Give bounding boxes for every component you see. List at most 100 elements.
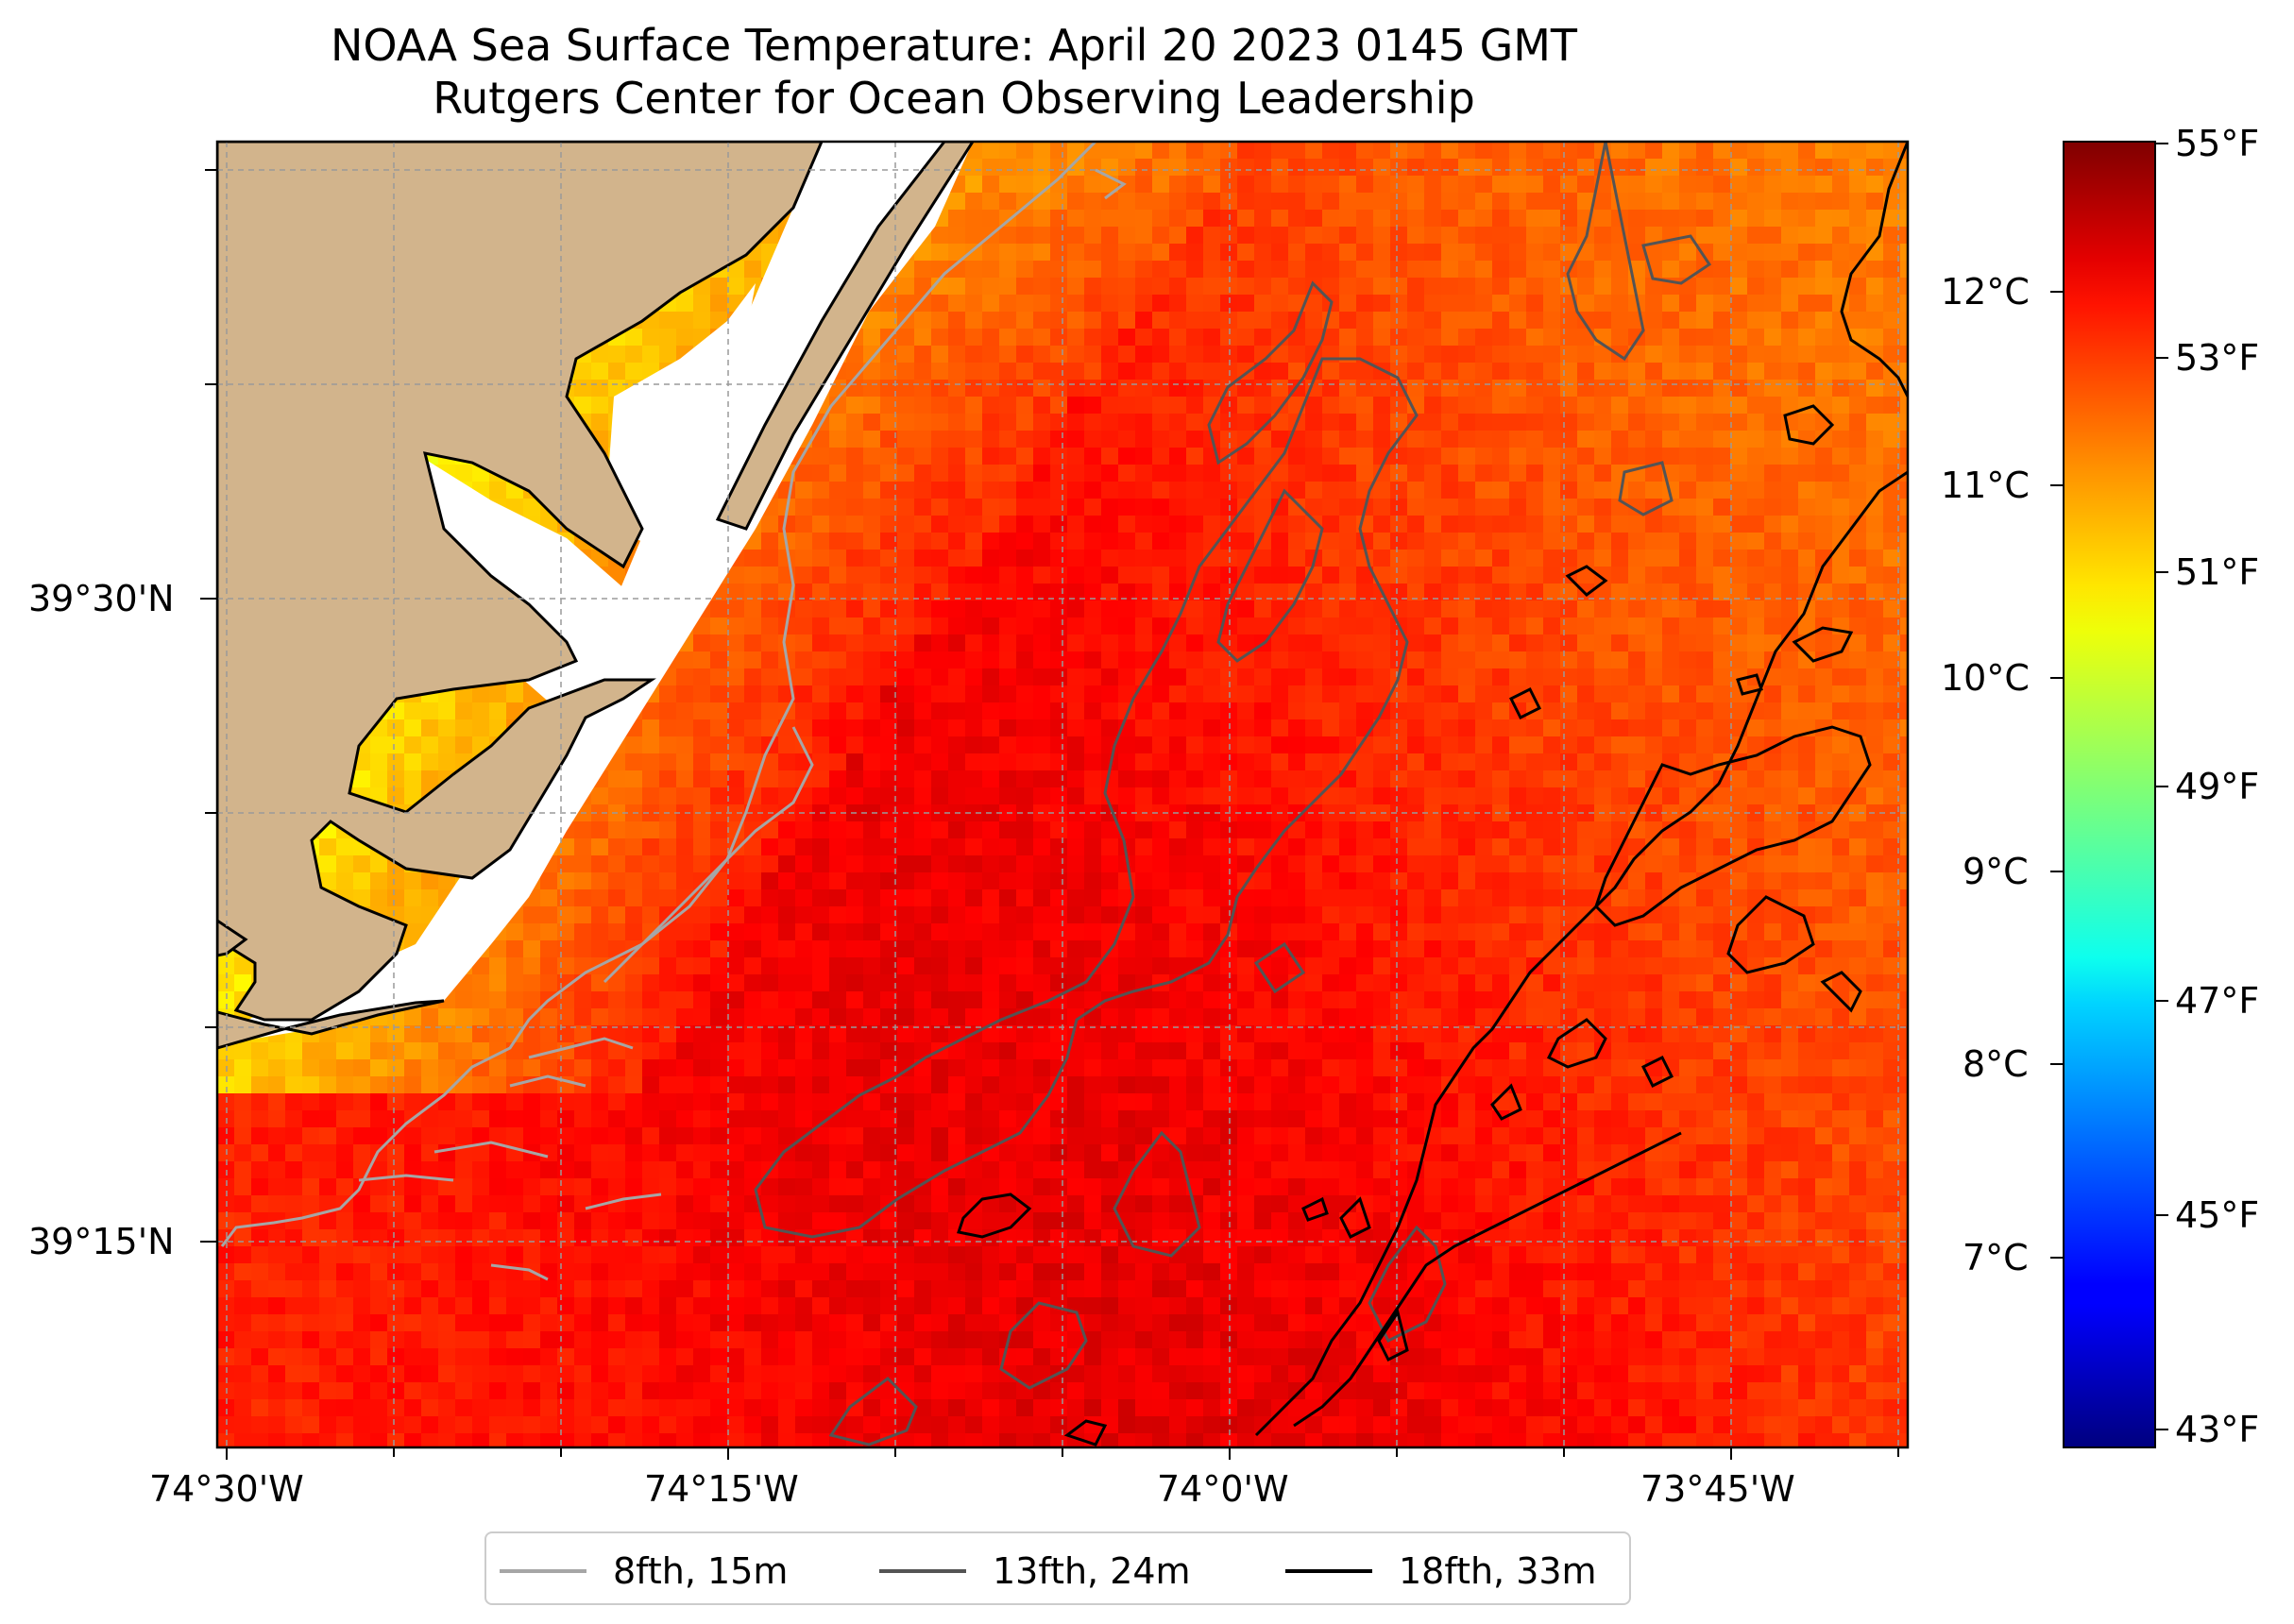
sst-pixel (523, 940, 541, 958)
sst-pixel (863, 346, 881, 364)
sst-pixel (1594, 448, 1612, 465)
sst-pixel (1815, 821, 1833, 839)
sst-pixel (1611, 889, 1629, 907)
sst-pixel (387, 719, 405, 737)
sst-pixel (1526, 719, 1544, 737)
sst-pixel (795, 940, 813, 958)
sst-pixel (1186, 142, 1204, 160)
sst-pixel (1883, 380, 1901, 398)
sst-pixel (1475, 601, 1493, 618)
sst-pixel (846, 770, 864, 788)
sst-pixel (1628, 889, 1646, 907)
sst-pixel (1764, 550, 1782, 567)
sst-pixel (1288, 278, 1306, 296)
sst-pixel (1339, 601, 1357, 618)
sst-pixel (1084, 601, 1102, 618)
sst-pixel (761, 685, 779, 703)
sst-pixel (1033, 482, 1051, 499)
sst-pixel (1373, 312, 1391, 330)
sst-pixel (1662, 312, 1680, 330)
sst-pixel (880, 787, 898, 805)
sst-pixel (1458, 787, 1476, 805)
sst-pixel (863, 363, 881, 381)
sst-pixel (863, 872, 881, 890)
sst-pixel (591, 940, 609, 958)
sst-pixel (693, 923, 711, 941)
sst-pixel (676, 329, 694, 347)
sst-pixel (778, 974, 796, 992)
sst-pixel (1628, 193, 1646, 211)
sst-pixel (982, 210, 1000, 228)
sst-pixel (1084, 278, 1102, 296)
sst-pixel (1526, 855, 1544, 873)
sst-pixel (1849, 431, 1867, 448)
sst-pixel (1900, 448, 1908, 465)
sst-pixel (1373, 617, 1391, 635)
sst-pixel (829, 499, 847, 516)
sst-pixel (897, 448, 915, 465)
sst-pixel (1798, 855, 1816, 873)
sst-pixel (1424, 227, 1442, 245)
sst-pixel (1050, 736, 1068, 754)
sst-pixel (1696, 940, 1714, 958)
sst-pixel (1067, 923, 1085, 941)
sst-pixel (1288, 940, 1306, 958)
sst-pixel (1849, 176, 1867, 194)
sst-pixel (1016, 940, 1034, 958)
sst-pixel (1254, 159, 1272, 177)
sst-pixel (1101, 719, 1119, 737)
sst-pixel (1543, 210, 1561, 228)
sst-pixel (1339, 431, 1357, 448)
sst-pixel (1424, 142, 1442, 160)
sst-pixel (778, 957, 796, 975)
sst-pixel (1339, 499, 1357, 516)
sst-pixel (1713, 193, 1731, 211)
sst-pixel (948, 855, 966, 873)
sst-pixel (1152, 719, 1170, 737)
sst-pixel (982, 889, 1000, 907)
sst-pixel (1509, 855, 1527, 873)
sst-pixel (438, 872, 456, 890)
sst-pixel (1730, 397, 1748, 414)
sst-pixel (1373, 499, 1391, 516)
sst-pixel (1101, 872, 1119, 890)
sst-pixel (1849, 261, 1867, 279)
sst-pixel (1577, 465, 1595, 482)
sst-pixel (897, 770, 915, 788)
sst-pixel (829, 533, 847, 550)
sst-pixel (1543, 719, 1561, 737)
sst-pixel (540, 872, 558, 890)
sst-pixel (1339, 261, 1357, 279)
sst-pixel (693, 651, 711, 669)
sst-pixel (1237, 210, 1255, 228)
sst-pixel (1798, 651, 1816, 669)
sst-pixel (1611, 431, 1629, 448)
sst-pixel (1390, 346, 1408, 364)
sst-pixel (1730, 142, 1748, 160)
sst-pixel (931, 651, 949, 669)
sst-pixel (557, 940, 575, 958)
sst-pixel (948, 634, 966, 652)
sst-pixel (1611, 906, 1629, 924)
sst-pixel (1645, 516, 1663, 533)
sst-pixel (829, 482, 847, 499)
sst-pixel (1339, 227, 1357, 245)
sst-pixel (1237, 261, 1255, 279)
sst-pixel (1441, 634, 1459, 652)
sst-pixel (353, 770, 371, 788)
sst-pixel (1305, 414, 1323, 431)
sst-pixel (1611, 974, 1629, 992)
sst-pixel (1186, 940, 1204, 958)
sst-pixel (948, 770, 966, 788)
sst-pixel (880, 448, 898, 465)
sst-pixel (1441, 448, 1459, 465)
sst-pixel (812, 821, 830, 839)
sst-pixel (1866, 906, 1884, 924)
sst-pixel (1696, 668, 1714, 686)
sst-pixel (710, 906, 728, 924)
sst-pixel (1832, 736, 1850, 754)
sst-pixel (1135, 414, 1153, 431)
sst-pixel (1594, 363, 1612, 381)
sst-pixel (1662, 804, 1680, 822)
sst-pixel (1492, 821, 1510, 839)
